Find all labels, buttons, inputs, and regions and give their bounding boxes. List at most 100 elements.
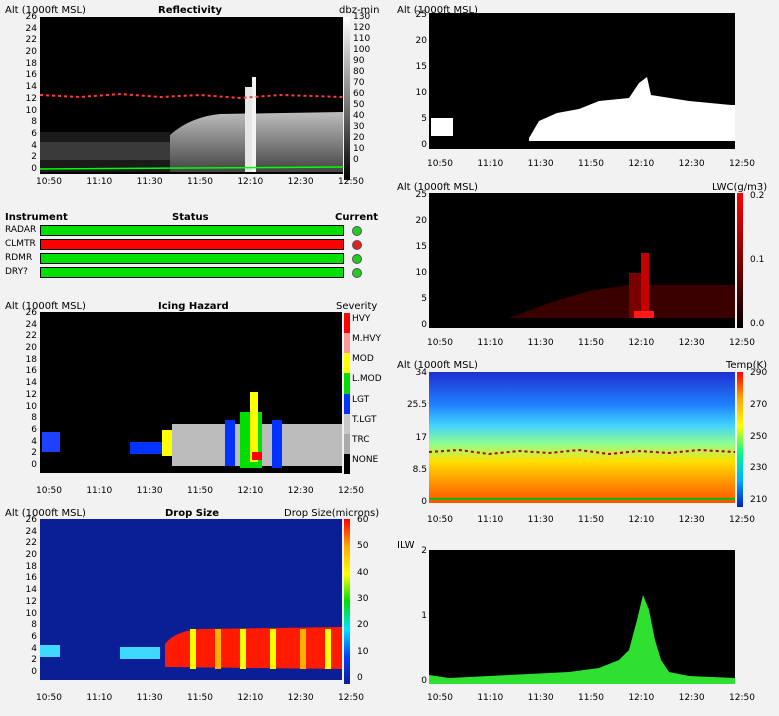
dropsize-image bbox=[40, 627, 342, 669]
scale-tick-label: 10 bbox=[353, 144, 365, 154]
scale-tick-label: 90 bbox=[353, 56, 365, 66]
y-tick-label: 18 bbox=[25, 561, 37, 572]
dropsize-plot[interactable] bbox=[40, 519, 342, 680]
status-bar bbox=[40, 239, 344, 250]
y-tick-label: 6 bbox=[31, 424, 37, 435]
lwc-colorbar bbox=[737, 193, 743, 328]
scale-tick-label: 0.2 bbox=[750, 191, 765, 201]
y-tick-label: 14 bbox=[25, 585, 37, 596]
scale-tick-label: 0.1 bbox=[750, 255, 765, 265]
ilw-image bbox=[429, 595, 735, 684]
severity-label: LGT bbox=[352, 394, 370, 405]
scale-tick-label: 0 bbox=[353, 155, 359, 165]
y-tick-label: 34 bbox=[415, 368, 427, 378]
y-tick-label: 25.5 bbox=[406, 400, 427, 411]
x-tick-label: 12:50 bbox=[729, 515, 755, 525]
scale-tick-label: 80 bbox=[353, 67, 365, 77]
reflectivity-plot[interactable] bbox=[40, 17, 343, 174]
severity-swatch bbox=[344, 393, 350, 414]
x-tick-label: 10:50 bbox=[36, 486, 62, 496]
scale-tick-label: 60 bbox=[353, 89, 365, 99]
severity-label: L.MOD bbox=[352, 374, 382, 385]
y-tick-label: 24 bbox=[25, 319, 37, 330]
status-indicator-dot bbox=[352, 240, 362, 250]
y-tick-label: 8.5 bbox=[412, 464, 427, 475]
y-tick-label: 16 bbox=[25, 366, 37, 377]
temp-plot[interactable] bbox=[429, 372, 735, 503]
x-tick-label: 11:30 bbox=[136, 486, 163, 496]
mask-plot[interactable] bbox=[429, 13, 735, 149]
scale-tick-label: 100 bbox=[353, 45, 371, 55]
y-tick-label: 4 bbox=[31, 643, 37, 654]
scale-tick-label: 50 bbox=[357, 541, 369, 552]
y-tick-label: 26 bbox=[25, 12, 37, 22]
severity-label: HVY bbox=[352, 314, 371, 324]
freezing-level-line bbox=[40, 92, 343, 100]
status-instrument-name: DRY? bbox=[5, 267, 28, 277]
lwc-image bbox=[509, 253, 735, 318]
x-tick-label: 10:50 bbox=[36, 693, 62, 703]
y-tick-label: 15 bbox=[415, 242, 427, 252]
scale-tick-label: 10 bbox=[357, 646, 369, 657]
x-tick-label: 11:10 bbox=[477, 515, 504, 525]
temp-unit: Temp(K) bbox=[726, 360, 768, 371]
x-tick-label: 12:30 bbox=[678, 515, 705, 525]
ground-level-line bbox=[40, 166, 343, 170]
y-tick-label: 16 bbox=[25, 70, 37, 81]
x-tick-label: 12:10 bbox=[237, 177, 264, 187]
scale-tick-label: 60 bbox=[357, 515, 369, 525]
lwc-unit: LWC(g/m3) bbox=[712, 182, 768, 193]
y-tick-label: 10 bbox=[415, 88, 427, 98]
x-tick-label: 12:50 bbox=[729, 338, 755, 348]
y-tick-label: 0 bbox=[421, 497, 427, 507]
x-tick-label: 12:10 bbox=[628, 159, 655, 169]
x-tick-label: 11:30 bbox=[527, 515, 554, 525]
scale-tick-label: 210 bbox=[750, 495, 768, 505]
severity-swatch bbox=[344, 433, 350, 454]
x-tick-label: 10:50 bbox=[427, 159, 453, 169]
y-tick-label: 25 bbox=[415, 190, 427, 200]
y-tick-label: 5 bbox=[421, 114, 427, 124]
status-indicator-dot bbox=[352, 254, 362, 264]
x-tick-label: 11:50 bbox=[187, 177, 213, 187]
y-tick-label: 20 bbox=[415, 36, 427, 46]
ilw-label: ILW bbox=[397, 540, 415, 551]
x-tick-label: 11:50 bbox=[578, 338, 604, 348]
severity-swatch bbox=[344, 453, 350, 474]
status-indicator-dot bbox=[352, 268, 362, 278]
y-tick-label: 20 bbox=[415, 216, 427, 226]
x-tick-label: 12:50 bbox=[729, 693, 755, 703]
y-tick-label: 10 bbox=[25, 401, 37, 412]
icing-plot[interactable] bbox=[40, 312, 342, 473]
scale-tick-label: 270 bbox=[750, 399, 768, 410]
y-tick-label: 12 bbox=[25, 93, 37, 104]
y-tick-label: 26 bbox=[25, 515, 37, 525]
temp-image bbox=[429, 448, 735, 500]
y-tick-label: 4 bbox=[31, 436, 37, 447]
scale-tick-label: 0.0 bbox=[750, 319, 765, 329]
severity-swatch bbox=[344, 333, 350, 354]
x-tick-label: 12:30 bbox=[287, 486, 314, 496]
severity-swatch bbox=[344, 373, 350, 394]
y-tick-label: 14 bbox=[25, 378, 37, 389]
y-tick-label: 5 bbox=[421, 294, 427, 304]
temp-colorbar bbox=[737, 372, 743, 507]
y-tick-label: 22 bbox=[25, 331, 37, 342]
y-tick-label: 8 bbox=[31, 620, 37, 631]
status-bar bbox=[40, 267, 344, 278]
y-tick-label: 20 bbox=[25, 47, 37, 58]
x-tick-label: 12:10 bbox=[628, 338, 655, 348]
lwc-plot[interactable] bbox=[429, 193, 735, 328]
severity-swatch bbox=[344, 353, 350, 374]
scale-tick-label: 70 bbox=[353, 78, 365, 88]
severity-label: TRC bbox=[352, 434, 370, 445]
ilw-plot[interactable] bbox=[429, 550, 735, 684]
y-tick-label: 2 bbox=[31, 655, 37, 666]
x-tick-label: 11:10 bbox=[86, 177, 113, 187]
x-tick-label: 12:30 bbox=[287, 177, 314, 187]
y-tick-label: 2 bbox=[31, 448, 37, 459]
y-tick-label: 0 bbox=[31, 460, 37, 470]
y-tick-label: 25 bbox=[415, 10, 427, 20]
x-tick-label: 12:10 bbox=[237, 486, 264, 496]
scale-tick-label: 0 bbox=[357, 673, 363, 683]
